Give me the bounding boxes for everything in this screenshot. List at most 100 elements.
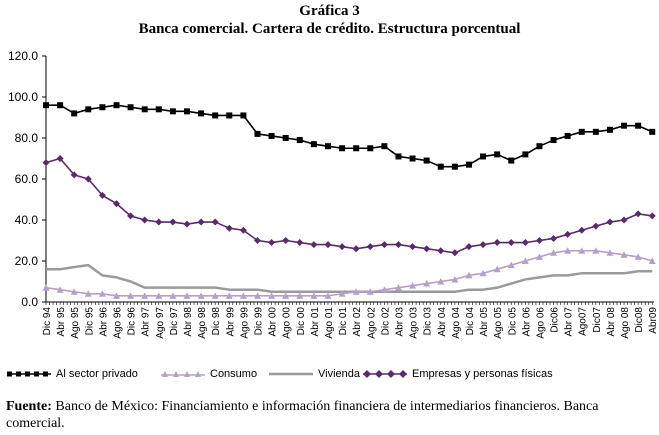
x-tick-label: Abr 01 xyxy=(310,307,321,337)
data-point xyxy=(155,218,163,226)
data-point xyxy=(225,292,233,299)
data-point xyxy=(324,292,332,299)
data-point xyxy=(42,159,50,167)
y-tick-label: 60.0 xyxy=(15,172,39,186)
data-point xyxy=(592,222,600,230)
data-point xyxy=(493,265,501,273)
data-point xyxy=(648,257,656,264)
data-point xyxy=(98,290,106,297)
data-point xyxy=(606,126,613,133)
x-tick-label: Abr 02 xyxy=(352,307,363,337)
series-line-3 xyxy=(45,157,653,254)
x-tick-label: Ago 98 xyxy=(197,307,208,339)
y-tick-label: 0.0 xyxy=(21,295,38,309)
data-point xyxy=(240,112,247,119)
data-point xyxy=(253,237,261,244)
data-point xyxy=(56,286,64,293)
data-point xyxy=(606,249,614,256)
data-point xyxy=(310,141,317,148)
data-point xyxy=(409,243,417,251)
data-point xyxy=(127,104,134,111)
data-point xyxy=(339,145,346,152)
chart-legend: Al sector privado Consumo Vivienda Empre… xyxy=(0,368,659,386)
data-point xyxy=(367,145,374,152)
x-tick-label: Ago 04 xyxy=(451,307,462,339)
data-point xyxy=(380,286,388,293)
data-point xyxy=(465,271,473,279)
data-point xyxy=(155,106,162,113)
data-point xyxy=(394,284,402,291)
data-point xyxy=(451,275,459,283)
source-text: Banco de México: Financiamiento e inform… xyxy=(6,399,599,431)
x-tick-label: Dic07 xyxy=(592,307,603,333)
legend-label: Empresas y personas físicas xyxy=(412,368,553,380)
data-point xyxy=(451,163,458,170)
data-point xyxy=(508,157,515,164)
data-point xyxy=(493,239,501,247)
data-point xyxy=(550,249,558,256)
data-point xyxy=(268,132,275,139)
data-point xyxy=(169,292,177,299)
x-tick-label: Abr 06 xyxy=(521,307,532,337)
x-tick-label: Abr 00 xyxy=(268,307,279,337)
data-point xyxy=(112,292,120,299)
data-point xyxy=(225,224,233,232)
data-point xyxy=(366,243,374,251)
x-tick-label: Dic 03 xyxy=(423,307,434,336)
x-tick-label: Abr 08 xyxy=(606,307,617,337)
data-point xyxy=(578,226,586,234)
x-tick-label: Ago 08 xyxy=(620,307,631,339)
x-tick-label: Abr 99 xyxy=(225,307,236,337)
x-tick-label: Ago 02 xyxy=(366,307,377,339)
data-point xyxy=(380,241,388,249)
x-tick-label: Abr 07 xyxy=(564,307,575,337)
data-point xyxy=(113,102,120,109)
data-point xyxy=(212,112,219,119)
x-tick-label: Dic 01 xyxy=(338,307,349,336)
data-point xyxy=(507,261,515,269)
legend-label: Al sector privado xyxy=(56,368,138,380)
data-point xyxy=(423,245,431,253)
data-point xyxy=(282,237,290,244)
chart-title: Banca comercial. Cartera de crédito. Est… xyxy=(138,21,521,37)
data-point xyxy=(353,145,360,152)
x-tick-label: Ago 95 xyxy=(70,307,81,339)
x-tick-label: Dic 04 xyxy=(465,307,476,336)
source-note: Fuente: Banco de México: Financiamiento … xyxy=(6,398,656,432)
data-point xyxy=(522,151,529,158)
data-point xyxy=(226,112,233,119)
legend-swatch-square xyxy=(7,371,51,377)
data-point xyxy=(494,151,501,158)
data-point xyxy=(296,137,303,144)
x-tick-label: Ago 06 xyxy=(535,307,546,339)
x-tick-label: Abr 98 xyxy=(183,307,194,337)
x-tick-label: Ago 97 xyxy=(155,307,166,339)
data-point xyxy=(620,251,628,258)
x-tick-label: Dic06 xyxy=(550,307,561,333)
data-point xyxy=(437,163,444,170)
data-point xyxy=(183,292,191,299)
data-point xyxy=(71,110,78,117)
x-tick-label: Dic 99 xyxy=(253,307,264,336)
data-point xyxy=(296,292,304,299)
data-point xyxy=(70,288,78,295)
data-point xyxy=(592,128,599,135)
data-point xyxy=(155,292,163,299)
x-tick-label: Ago07 xyxy=(578,307,589,336)
data-point xyxy=(296,239,304,247)
data-point xyxy=(141,106,148,113)
data-point xyxy=(621,122,628,129)
x-tick-label: Dic 96 xyxy=(127,307,138,336)
y-tick-label: 100.0 xyxy=(8,90,38,104)
data-point xyxy=(211,218,219,226)
data-point xyxy=(366,288,374,295)
data-point xyxy=(465,161,472,168)
data-point xyxy=(352,288,360,295)
data-point xyxy=(578,247,586,254)
data-point xyxy=(70,171,78,179)
data-point xyxy=(479,241,487,249)
data-point xyxy=(338,243,346,251)
data-point xyxy=(423,280,431,287)
data-point xyxy=(282,135,289,141)
x-tick-label: Ago 05 xyxy=(493,307,504,339)
